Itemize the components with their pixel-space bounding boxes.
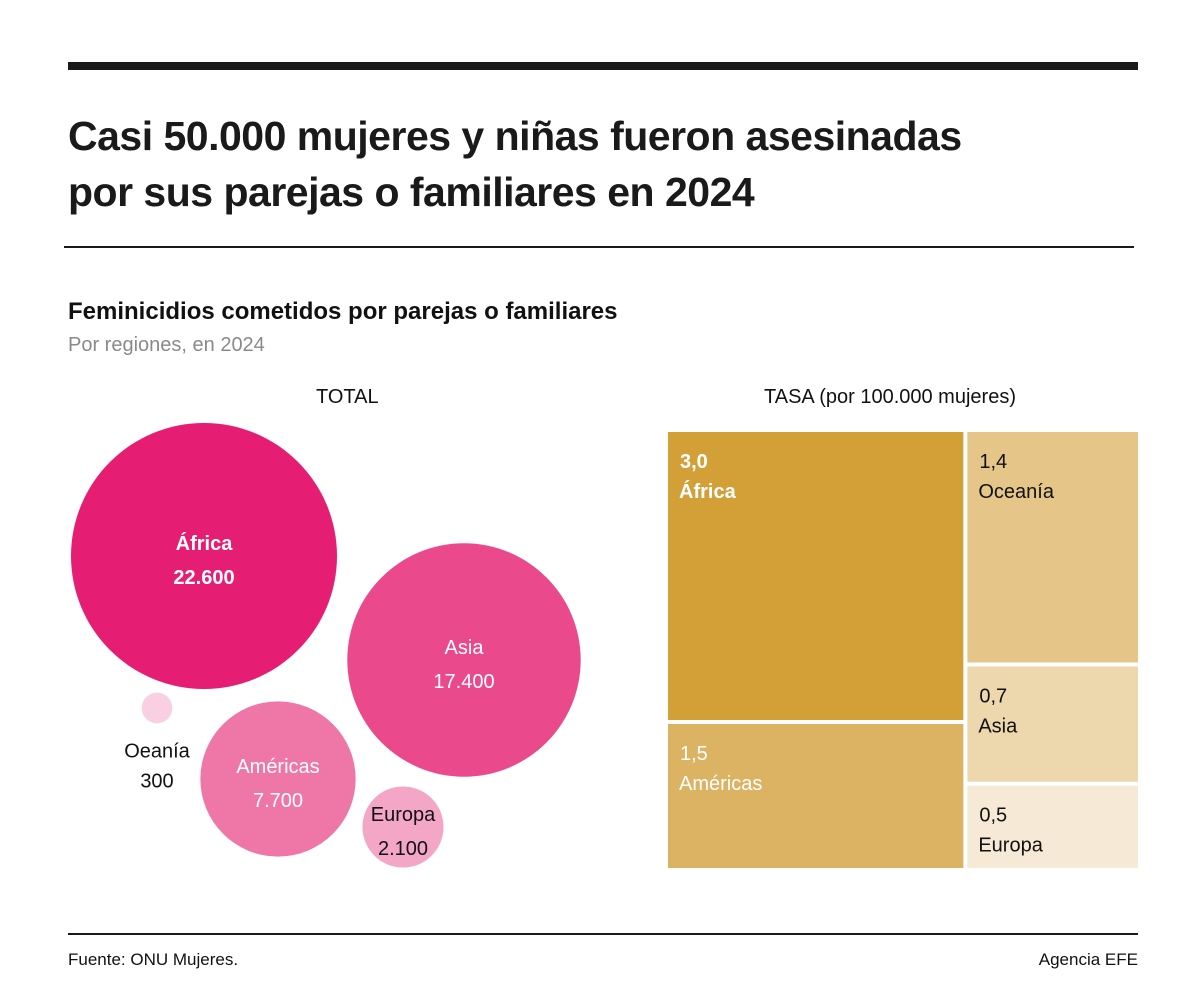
divider [64,246,1134,248]
treemap-label: Asia [978,715,1018,737]
bubble-africa [71,423,337,689]
treemap-label: África [679,480,737,503]
bubble-label: África [176,532,234,555]
treemap-title: TASA (por 100.000 mujeres) [764,386,1016,408]
treemap-cell-africa [668,432,964,720]
bubble-value: 2.100 [378,838,428,860]
source-note: Fuente: ONU Mujeres. [68,950,239,969]
title-line-2: por sus parejas o familiares en 2024 [68,169,755,215]
treemap-label: Europa [978,835,1043,857]
chart-subtitle: Feminicidios cometidos por parejas o fam… [68,298,618,325]
footer-divider [68,933,1138,935]
credit: Agencia EFE [1038,950,1138,969]
page-title: Casi 50.000 mujeres y niñas fueron asesi… [68,108,962,220]
chart-subsubtitle: Por regiones, en 2024 [68,334,265,356]
bubble-label: Asia [445,637,485,659]
treemap-cell-oceania [967,432,1138,663]
treemap-cell-americas [668,724,964,868]
bubble-value: 22.600 [173,567,234,589]
bubble-europa [362,786,444,868]
treemap-value: 1,4 [979,451,1007,473]
treemap-label: Oceanía [978,481,1054,503]
treemap-value: 0,5 [979,805,1007,827]
bubble-chart-title: TOTAL [316,386,379,408]
bubble-value: 17.400 [433,671,494,693]
bubble-value: 300 [140,770,173,792]
top-bar [68,62,1138,70]
bubble-value: 7.700 [253,790,303,812]
title-line-1: Casi 50.000 mujeres y niñas fueron asesi… [68,113,962,159]
bubble-americas [200,701,356,857]
treemap-cell-asia [967,666,1138,782]
bubble-label: Oeanía [124,740,190,762]
bubble-oeania [141,692,173,724]
bubble-asia [347,543,581,777]
treemap-label: Américas [679,773,762,795]
treemap-value: 3,0 [680,451,708,473]
treemap-value: 1,5 [680,743,708,765]
treemap-cell-europa [967,785,1138,868]
treemap-value: 0,7 [979,685,1007,707]
bubble-label: Europa [371,804,436,826]
bubble-label: Américas [236,756,319,778]
